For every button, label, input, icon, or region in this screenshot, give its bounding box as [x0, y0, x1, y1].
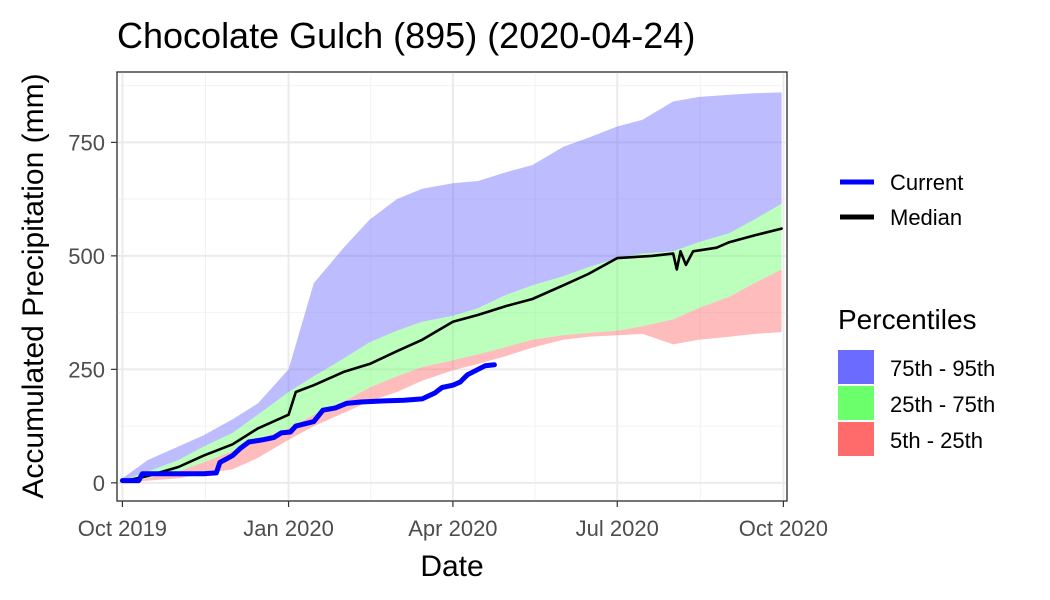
legend-label-25-75: 25th - 75th — [890, 392, 995, 417]
legend-label-median: Median — [890, 205, 962, 230]
x-tick-label: Oct 2019 — [78, 516, 167, 541]
x-axis: Oct 2019 Jan 2020 Apr 2020 Jul 2020 Oct 2020 — [78, 501, 828, 541]
legend-key-25-75 — [838, 386, 874, 420]
x-tick-label: Jan 2020 — [243, 516, 334, 541]
plot-border — [116, 71, 788, 502]
y-tick-label: 250 — [68, 357, 105, 382]
x-axis-title: Date — [420, 550, 483, 583]
percentile-bands — [122, 92, 782, 483]
band-1 — [122, 203, 782, 482]
chart-title: Chocolate Gulch (895) (2020-04-24) — [117, 15, 695, 56]
x-tick-label: Oct 2020 — [739, 516, 828, 541]
legend-title-percentiles: Percentiles — [838, 304, 977, 335]
legend-key-5-25 — [838, 422, 874, 456]
y-tick-label: 750 — [68, 130, 105, 155]
grid-lines — [117, 72, 787, 501]
x-tick-label: Jul 2020 — [576, 516, 659, 541]
legend: Current Median Percentiles 75th - 95th 2… — [838, 170, 995, 456]
legend-label-75-95: 75th - 95th — [890, 356, 995, 381]
y-axis: 0 250 500 750 — [68, 130, 117, 496]
band-2 — [122, 269, 782, 483]
band-0 — [122, 92, 782, 481]
y-tick-label: 500 — [68, 244, 105, 269]
series-line-median — [121, 227, 783, 483]
legend-label-current: Current — [890, 170, 963, 195]
series-line-current — [119, 362, 497, 484]
y-axis-title: Accumulated Precipitation (mm) — [17, 73, 50, 498]
series-lines — [119, 227, 783, 484]
legend-label-5-25: 5th - 25th — [890, 428, 983, 453]
legend-key-75-95 — [838, 350, 874, 384]
y-tick-label: 0 — [93, 471, 105, 496]
x-tick-label: Apr 2020 — [408, 516, 497, 541]
